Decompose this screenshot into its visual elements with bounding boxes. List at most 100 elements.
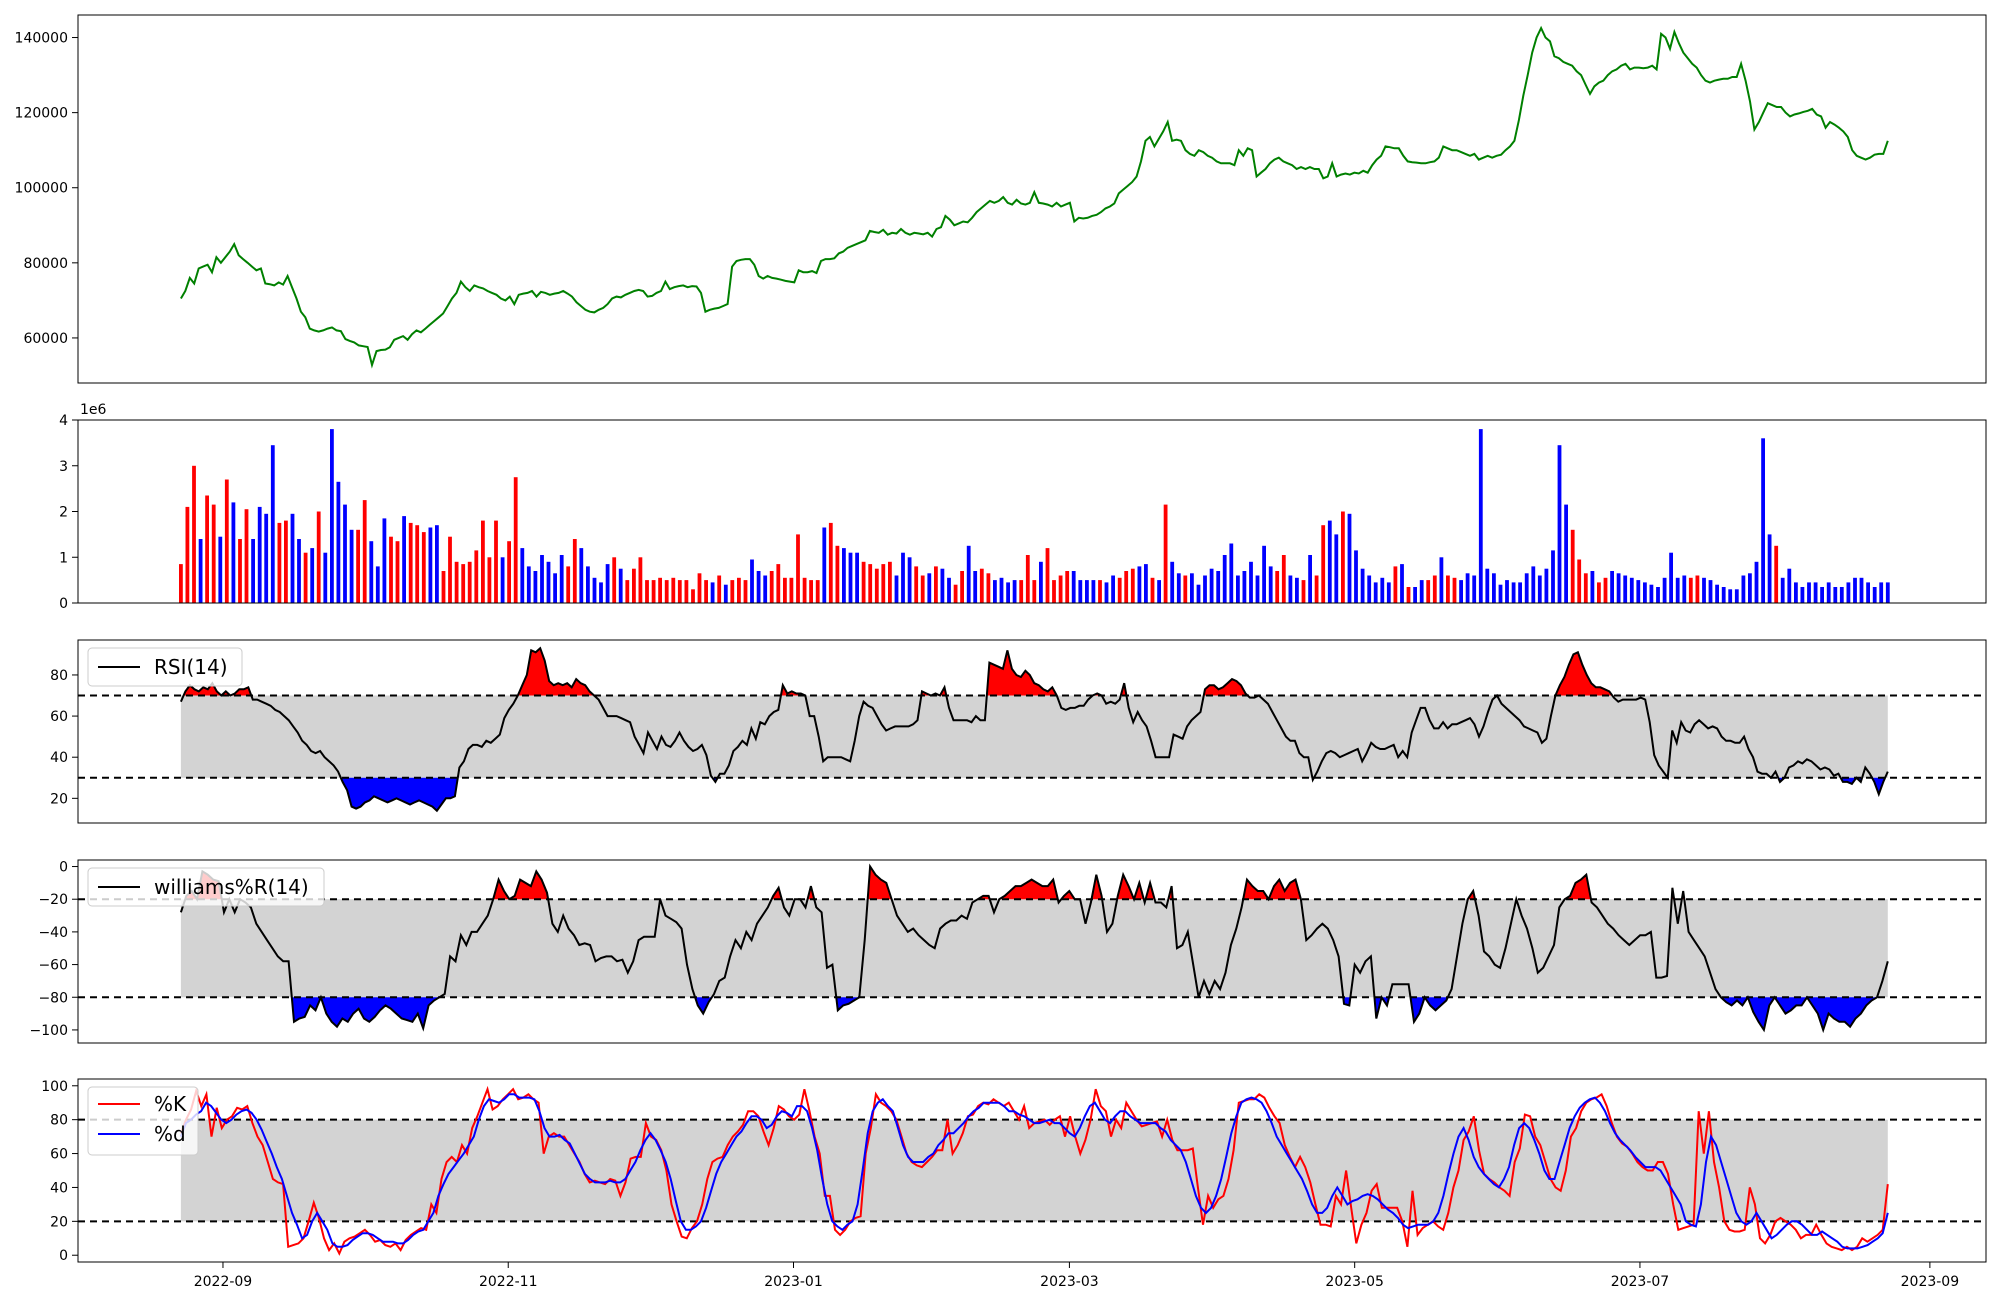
volume-bar <box>704 580 708 603</box>
volume-bar <box>763 575 768 603</box>
volume-bar <box>356 529 360 603</box>
volume-bar <box>1452 577 1457 603</box>
rsi-under-fill-region <box>340 777 458 811</box>
volume-bar <box>1354 550 1358 603</box>
rsi-ytick-label: 60 <box>50 709 68 725</box>
volume-bar <box>645 580 649 603</box>
price-y-ticks: 60000 80000 100000 120000 140000 <box>15 31 78 347</box>
volume-bar <box>448 536 452 603</box>
rsi-ytick-label: 80 <box>50 668 68 684</box>
price-ytick-label: 100000 <box>15 181 68 197</box>
volume-bar <box>1669 552 1673 603</box>
volume-bar <box>1288 575 1293 603</box>
volume-bar <box>481 520 485 603</box>
volume-bar <box>1321 525 1326 603</box>
volume-bar <box>1393 566 1398 603</box>
williams-under-fill-region <box>1774 997 1807 1014</box>
volume-bar <box>1531 566 1536 603</box>
stochastic-threshold-lines <box>78 1118 1986 1223</box>
rsi-frame <box>77 639 1987 824</box>
rsi-panel: 20 40 60 80 RSI(14) <box>50 639 1987 824</box>
volume-panel: 0 1 2 3 4 1e6 <box>59 402 1987 612</box>
volume-bar <box>290 513 295 603</box>
volume-bar <box>1551 550 1555 603</box>
volume-bar <box>632 568 636 603</box>
williams-over-fill-region <box>1061 891 1075 900</box>
volume-bar <box>1170 561 1175 603</box>
volume-bar <box>1025 555 1030 603</box>
volume-bar <box>1176 573 1181 603</box>
rsi-y-ticks: 20 40 60 80 <box>50 668 78 807</box>
volume-bar <box>467 561 472 603</box>
x-tick-label: 2023-09 <box>1901 1274 1960 1290</box>
volume-bar <box>1190 573 1194 603</box>
volume-bar <box>1327 520 1332 603</box>
volume-bar <box>330 429 334 603</box>
volume-bar <box>1157 580 1161 603</box>
volume-bar <box>783 577 787 603</box>
volume-bar <box>369 541 374 603</box>
volume-bar <box>1203 575 1207 603</box>
volume-bar <box>238 539 242 603</box>
volume-bar <box>1459 580 1463 603</box>
volume-bar <box>1754 561 1759 603</box>
volume-bar <box>894 575 899 603</box>
volume-bar <box>855 552 859 603</box>
williams-under-fill-region <box>1807 997 1877 1030</box>
volume-bar <box>1032 580 1037 603</box>
volume-ytick-label: 4 <box>59 413 68 429</box>
volume-bar <box>651 580 656 603</box>
volume-bar <box>776 564 781 603</box>
volume-bar <box>297 539 301 603</box>
volume-bar <box>1800 587 1805 603</box>
stochastic-frame <box>77 1078 1987 1263</box>
rsi-legend: RSI(14) <box>87 647 243 687</box>
volume-bar <box>435 525 439 603</box>
volume-bar <box>973 571 978 603</box>
stochastic-ytick-label: 60 <box>50 1147 68 1163</box>
volume-bar <box>1130 568 1135 603</box>
volume-bar <box>1590 571 1595 603</box>
volume-bar <box>270 445 275 603</box>
volume-bar <box>1295 577 1299 603</box>
volume-bar <box>454 561 459 603</box>
rsi-over-fill-region <box>517 648 595 696</box>
williams-y-ticks: 0 −20 −40 −60 −80 −100 <box>30 860 78 1039</box>
volume-bar <box>835 545 840 603</box>
volume-bar <box>1780 577 1785 603</box>
volume-bar <box>868 564 873 603</box>
volume-bar <box>310 548 315 603</box>
volume-bar <box>1314 575 1319 603</box>
volume-bar <box>802 577 807 603</box>
volume-bar <box>1098 580 1102 603</box>
volume-bar <box>1570 529 1575 603</box>
volume-bar <box>750 559 754 603</box>
williams-ytick-label: 0 <box>59 860 68 876</box>
williams-over-fill-region <box>1268 879 1301 900</box>
williams-ytick-label: −100 <box>30 1023 68 1039</box>
volume-bar <box>375 566 380 603</box>
volume-bar <box>842 548 846 603</box>
volume-bar <box>671 577 676 603</box>
volume-bar <box>441 571 446 603</box>
volume-bar <box>192 465 196 604</box>
volume-bar <box>605 564 610 603</box>
volume-bar <box>1603 577 1608 603</box>
volume-bar <box>1616 573 1621 603</box>
volume-bar <box>848 552 853 603</box>
volume-bar <box>1761 438 1765 603</box>
volume-bar <box>881 564 886 603</box>
volume-bar <box>1734 589 1739 603</box>
volume-bar <box>907 557 912 604</box>
volume-y-ticks: 0 1 2 3 4 <box>59 413 78 612</box>
volume-bar <box>1085 580 1089 603</box>
volume-bar <box>494 520 498 603</box>
volume-bar <box>1675 577 1680 603</box>
volume-bar <box>1859 577 1864 603</box>
volume-bar <box>1111 575 1115 603</box>
williams-over-fill-region <box>1091 874 1103 900</box>
williams-over-fill-region <box>1117 874 1134 900</box>
volume-bar <box>618 568 623 603</box>
